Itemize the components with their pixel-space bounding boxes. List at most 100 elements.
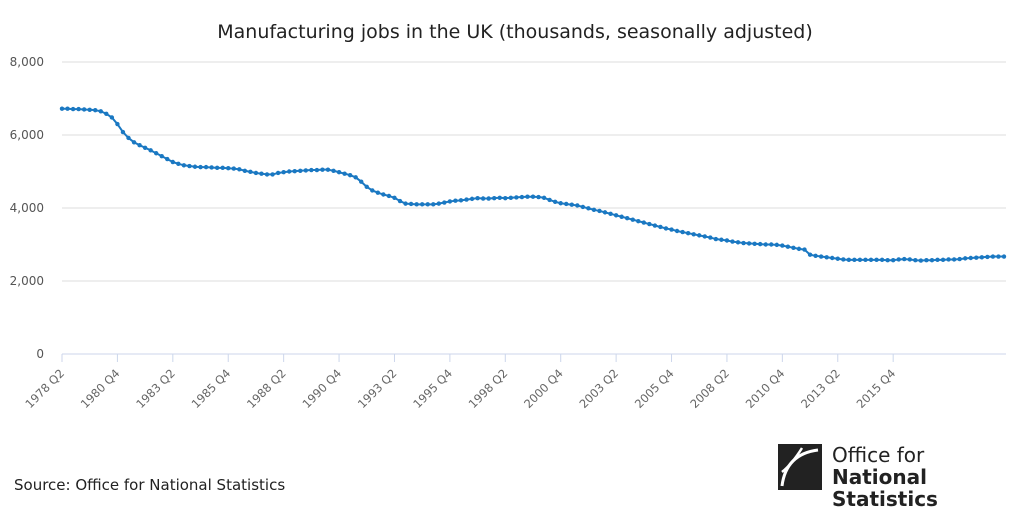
data-point[interactable] <box>275 170 281 176</box>
data-point[interactable] <box>985 254 990 260</box>
data-point[interactable] <box>608 211 613 217</box>
data-point[interactable] <box>963 256 968 261</box>
data-point[interactable] <box>320 167 325 172</box>
data-point[interactable] <box>1001 254 1007 259</box>
data-point[interactable] <box>979 255 985 260</box>
data-point[interactable] <box>170 159 176 165</box>
data-point[interactable] <box>702 234 707 239</box>
data-point[interactable] <box>154 151 159 156</box>
data-point[interactable] <box>469 196 475 202</box>
data-point[interactable] <box>541 195 547 200</box>
data-point[interactable] <box>492 195 497 201</box>
data-point[interactable] <box>586 206 591 211</box>
data-point[interactable] <box>497 195 502 200</box>
data-point[interactable] <box>996 254 1001 259</box>
data-point[interactable] <box>292 168 297 174</box>
data-point[interactable] <box>142 145 148 150</box>
data-point[interactable] <box>708 235 713 240</box>
data-point[interactable] <box>530 194 536 199</box>
data-point[interactable] <box>619 214 624 219</box>
data-point[interactable] <box>442 200 447 205</box>
data-point[interactable] <box>486 196 491 201</box>
data-point[interactable] <box>253 170 259 176</box>
data-point[interactable] <box>364 184 369 190</box>
data-point[interactable] <box>597 208 602 214</box>
data-point[interactable] <box>874 257 879 263</box>
data-point[interactable] <box>890 257 896 263</box>
data-point[interactable] <box>76 106 81 112</box>
data-point[interactable] <box>104 111 109 117</box>
data-point[interactable] <box>286 169 292 174</box>
data-point[interactable] <box>652 223 658 228</box>
data-point[interactable] <box>120 129 126 135</box>
data-point[interactable] <box>658 224 663 230</box>
data-point[interactable] <box>386 193 392 199</box>
data-point[interactable] <box>879 257 885 263</box>
data-point[interactable] <box>264 172 270 177</box>
data-point[interactable] <box>237 167 242 172</box>
data-point[interactable] <box>802 247 807 252</box>
data-point[interactable] <box>719 237 724 242</box>
data-point[interactable] <box>669 227 674 232</box>
data-point[interactable] <box>885 257 890 263</box>
data-point[interactable] <box>613 213 619 218</box>
data-point[interactable] <box>685 230 691 236</box>
data-point[interactable] <box>968 255 973 261</box>
data-point[interactable] <box>730 239 735 244</box>
data-point[interactable] <box>159 153 164 159</box>
data-point[interactable] <box>796 246 802 252</box>
data-point[interactable] <box>564 201 569 207</box>
data-point[interactable] <box>852 257 857 263</box>
data-point[interactable] <box>674 228 680 234</box>
data-point[interactable] <box>425 202 430 207</box>
data-point[interactable] <box>935 257 940 263</box>
data-point[interactable] <box>630 217 635 222</box>
data-point[interactable] <box>547 197 552 203</box>
data-point[interactable] <box>785 244 791 249</box>
data-point[interactable] <box>957 256 962 262</box>
data-point[interactable] <box>536 194 541 200</box>
data-point[interactable] <box>131 140 137 145</box>
data-point[interactable] <box>192 164 198 169</box>
data-point[interactable] <box>298 168 303 173</box>
data-point[interactable] <box>807 252 813 257</box>
data-point[interactable] <box>165 156 170 162</box>
data-point[interactable] <box>248 169 253 175</box>
data-point[interactable] <box>818 254 824 259</box>
data-point[interactable] <box>231 166 236 171</box>
data-point[interactable] <box>370 188 375 193</box>
data-point[interactable] <box>680 229 685 235</box>
data-point[interactable] <box>126 135 131 141</box>
data-point[interactable] <box>347 172 353 178</box>
data-point[interactable] <box>924 257 929 263</box>
data-point[interactable] <box>397 198 403 204</box>
data-point[interactable] <box>907 257 912 262</box>
data-point[interactable] <box>508 195 514 200</box>
data-point[interactable] <box>525 194 530 199</box>
data-point[interactable] <box>87 107 92 113</box>
data-point[interactable] <box>636 218 641 224</box>
data-point[interactable] <box>763 242 768 247</box>
data-point[interactable] <box>325 167 331 172</box>
data-point[interactable] <box>575 203 580 208</box>
data-point[interactable] <box>769 242 774 247</box>
data-point[interactable] <box>458 198 464 203</box>
data-point[interactable] <box>270 172 275 177</box>
data-point[interactable] <box>342 171 347 176</box>
data-point[interactable] <box>951 257 957 262</box>
data-point[interactable] <box>913 257 918 263</box>
data-point[interactable] <box>918 258 924 263</box>
data-point[interactable] <box>990 254 996 259</box>
data-point[interactable] <box>713 236 719 242</box>
data-point[interactable] <box>824 255 829 260</box>
data-point[interactable] <box>746 241 752 246</box>
data-point[interactable] <box>214 165 220 171</box>
data-point[interactable] <box>309 167 314 173</box>
data-point[interactable] <box>752 241 757 246</box>
data-point[interactable] <box>503 195 508 201</box>
data-point[interactable] <box>242 168 248 173</box>
data-point[interactable] <box>408 201 414 207</box>
data-point[interactable] <box>431 202 436 207</box>
data-point[interactable] <box>209 165 214 170</box>
data-point[interactable] <box>115 121 120 127</box>
